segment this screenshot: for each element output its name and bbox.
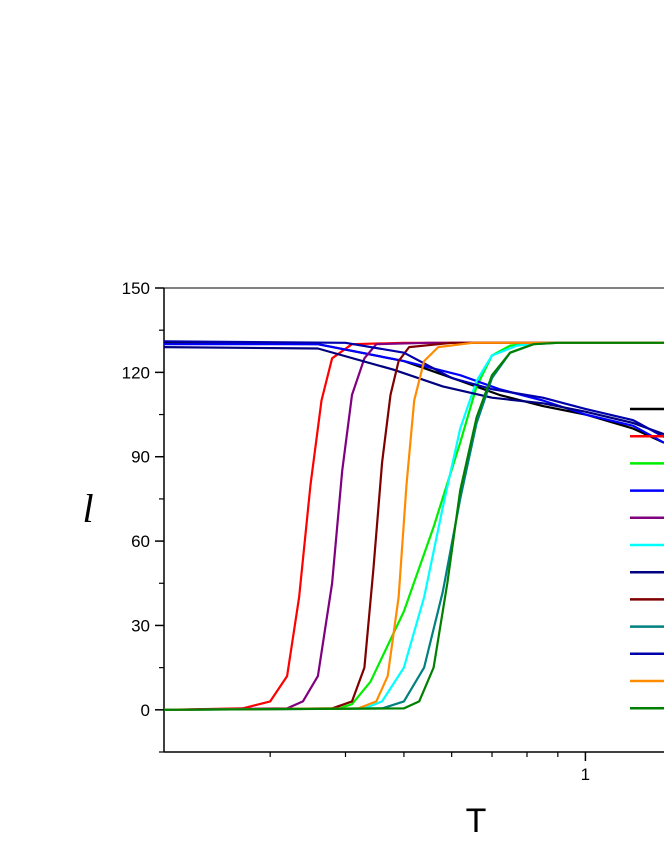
- y-tick-label: 30: [131, 616, 150, 635]
- x-tick-label: 1: [581, 765, 590, 784]
- y-axis-label: l: [82, 486, 93, 531]
- series-line-7: [163, 346, 664, 436]
- y-tick-label: 60: [131, 532, 150, 551]
- series-line-4: [164, 343, 664, 444]
- series-line-8: [163, 341, 664, 711]
- x-ticks: 1: [269, 752, 590, 784]
- x-axis-label: T: [466, 802, 487, 840]
- series-line-5: [163, 341, 664, 711]
- y-tick-label: 120: [122, 363, 150, 382]
- series-line-10: [163, 340, 664, 438]
- series-line-2: [163, 341, 664, 711]
- y-tick-label: 150: [122, 279, 150, 298]
- series-line-6: [163, 341, 664, 711]
- y-ticks: 0 30 60 90 120 150: [122, 279, 164, 753]
- y-tick-label: 0: [141, 701, 150, 720]
- series-group: [163, 340, 664, 711]
- y-tick-label: 90: [131, 448, 150, 467]
- series-line-12: [163, 341, 664, 711]
- axes-frame: [163, 287, 664, 753]
- legend: [630, 407, 664, 710]
- series-line-11: [163, 341, 664, 711]
